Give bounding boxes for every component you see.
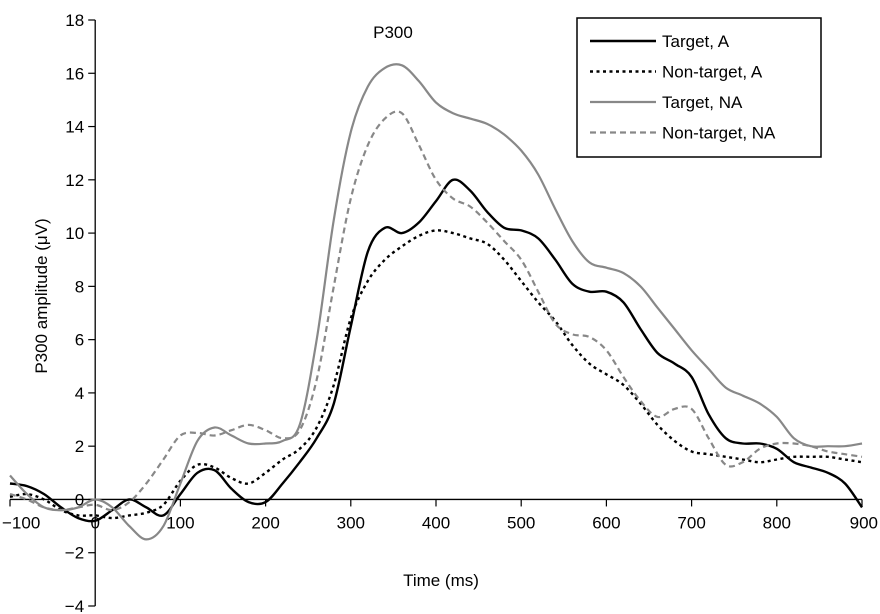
series-group: [9, 63, 863, 541]
annotation-label: P300: [373, 23, 413, 42]
y-tick-label: 12: [65, 171, 84, 190]
y-tick-label: 0: [75, 490, 84, 509]
x-tick-label: 200: [251, 513, 279, 532]
y-tick-label: 8: [75, 277, 84, 296]
legend-label-1: Target, A: [662, 32, 730, 51]
legend-label-4: Non-target, NA: [662, 124, 776, 143]
legend-label-2: Non-target, A: [662, 63, 763, 82]
x-tick-label: 100: [166, 513, 194, 532]
y-tick-label: 14: [65, 118, 84, 137]
x-tick-label: 700: [677, 513, 705, 532]
y-tick-label: 6: [75, 331, 84, 350]
series-line-2: [9, 229, 863, 520]
x-tick-label: 0: [90, 513, 99, 532]
legend: Target, A Non-target, A Target, NA Non-targ…: [576, 17, 822, 158]
y-tick-label: −4: [65, 597, 84, 614]
x-tick-label: 400: [422, 513, 450, 532]
x-tick-label: 500: [507, 513, 535, 532]
series-line-4: [9, 110, 863, 512]
y-tick-label: 10: [65, 224, 84, 243]
x-tick-label: 800: [763, 513, 791, 532]
x-tick-label: 900: [850, 513, 878, 532]
x-tick-label: 600: [592, 513, 620, 532]
y-axis-title: P300 amplitude (μV): [32, 218, 51, 373]
legend-label-3: Target, NA: [662, 93, 743, 112]
y-tick-label: 4: [75, 384, 84, 403]
series-line-3: [9, 63, 863, 541]
axes-group: −100 0 100 200 300 400 500 600 700 800 900 −4 −2 0 2 4 6…: [2, 11, 878, 614]
y-tick-label: 18: [65, 11, 84, 30]
y-tick-label: −2: [65, 544, 84, 563]
y-tick-label: 2: [75, 437, 84, 456]
series-line-1: [9, 178, 863, 523]
x-tick-label: −100: [2, 513, 40, 532]
x-axis-title: Time (ms): [403, 571, 479, 590]
y-tick-label: 16: [65, 64, 84, 83]
x-tick-label: 300: [337, 513, 365, 532]
